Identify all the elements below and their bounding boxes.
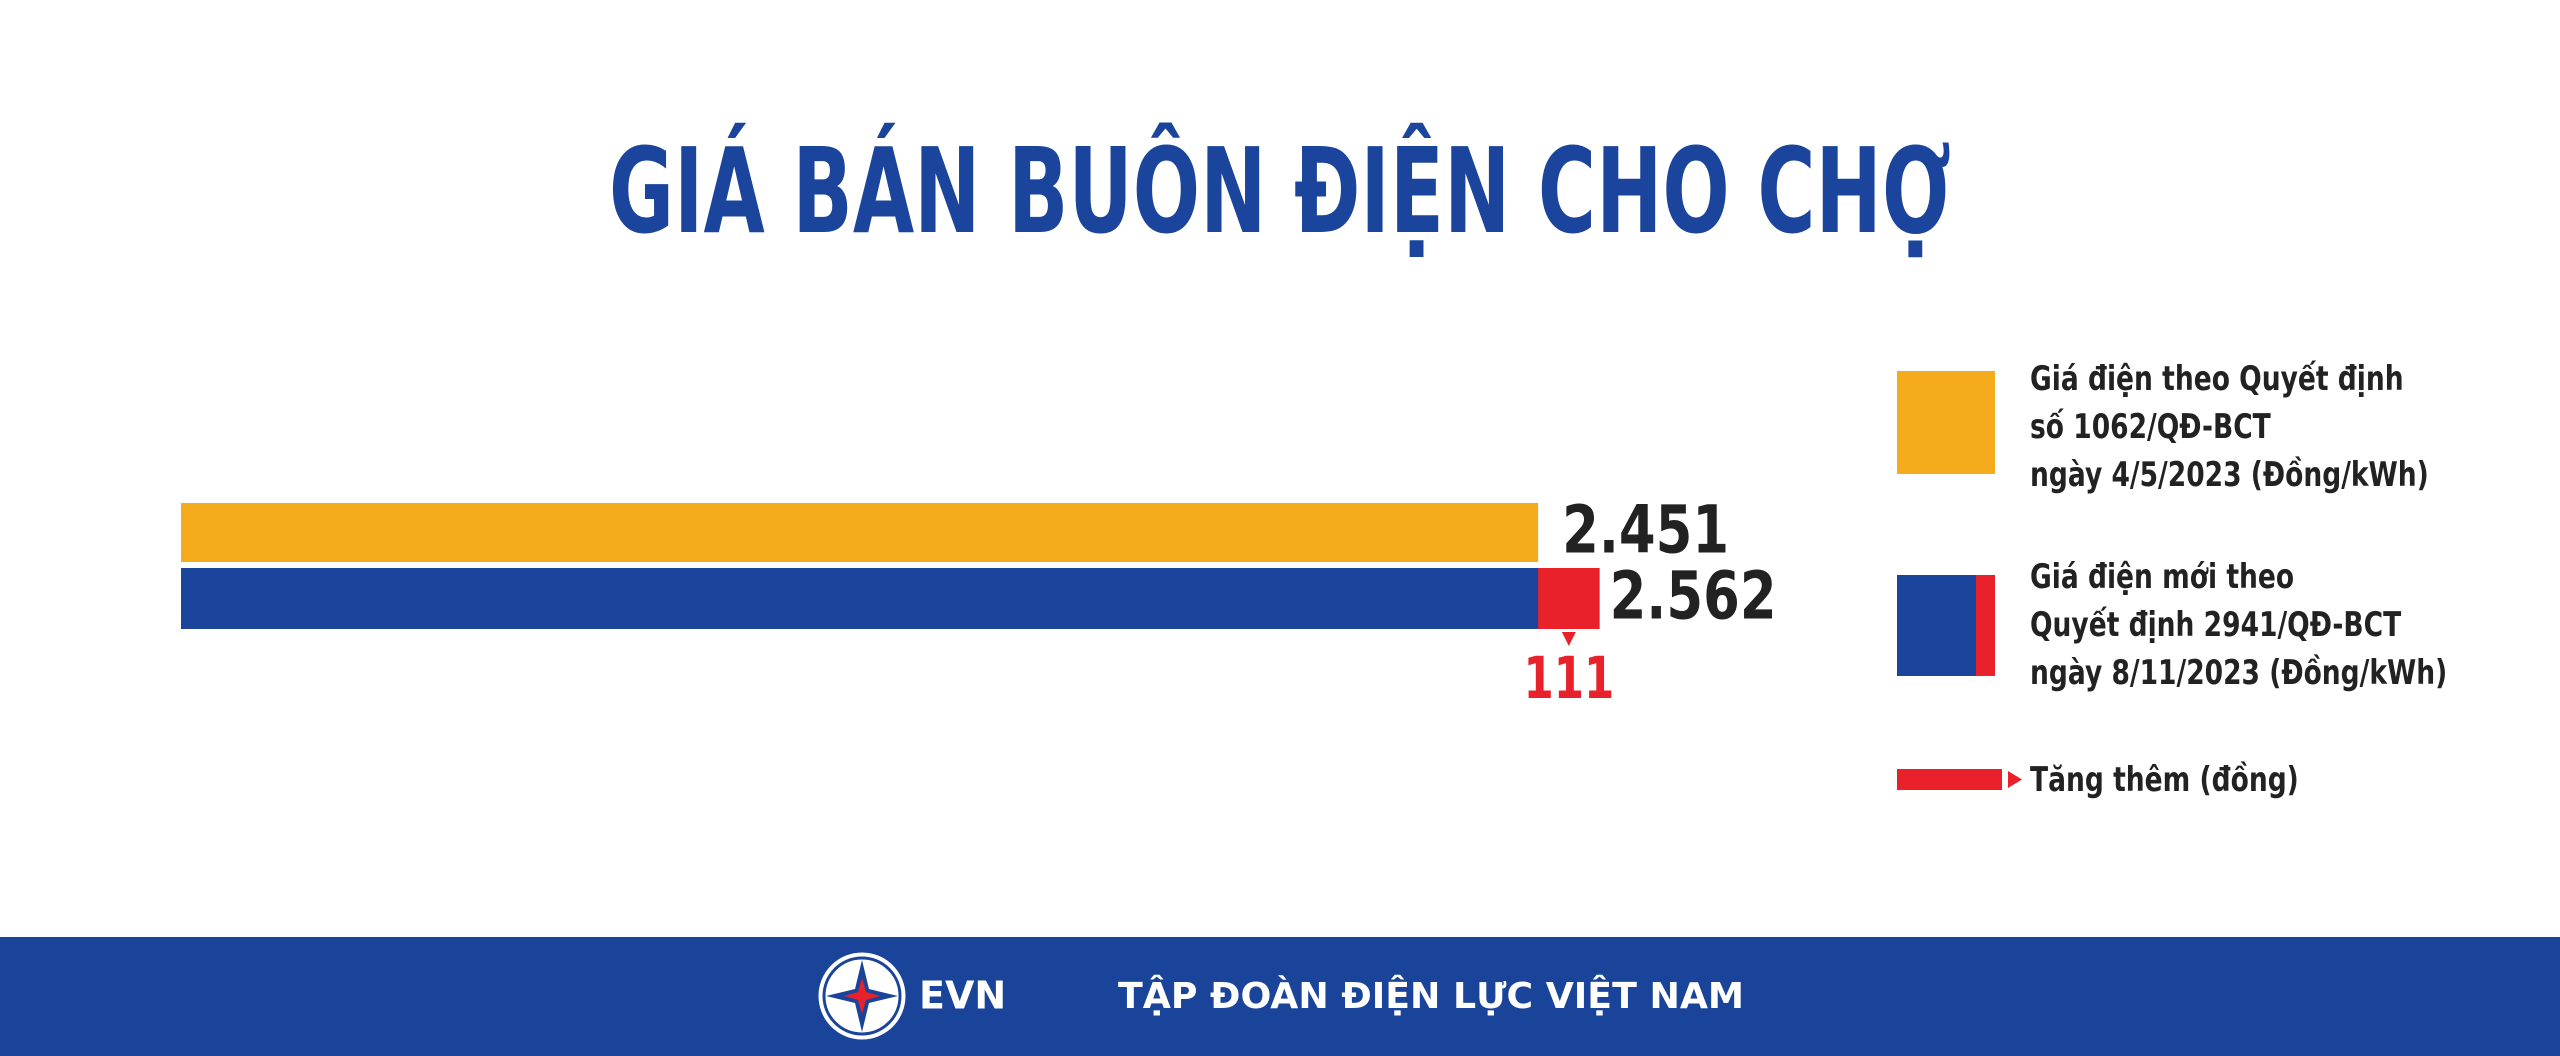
bar [181,568,1600,629]
value-label: 2.451 [1562,493,1729,569]
increase-label: 111 [1523,645,1614,713]
legend-swatch [1976,575,1995,676]
evn-logo [815,949,909,1043]
legend-label: Giá điện theo Quyết định số 1062/QĐ-BCT … [2030,359,2429,495]
legend-swatch [1897,371,1995,474]
organization: TẬP ĐOÀN ĐIỆN LỰC VIỆT NAM [1118,974,1744,1017]
increase-arrow [1561,632,1576,646]
legend-swatch [1897,769,2002,790]
value-label: 2.562 [1610,559,1777,635]
bar [181,503,1539,562]
chart-title: GIÁ BÁN BUÔN ĐIỆN CHO CHỢ [609,122,1951,260]
legend-label: Tăng thêm (đồng) [2030,760,2299,800]
logo-text: EVN [919,974,1006,1018]
bar-increase [1538,568,1600,629]
footer-band [0,937,2560,1056]
legend-arrow [2008,771,2022,788]
legend-label: Giá điện mới theo Quyết định 2941/QĐ-BCT… [2030,557,2448,693]
